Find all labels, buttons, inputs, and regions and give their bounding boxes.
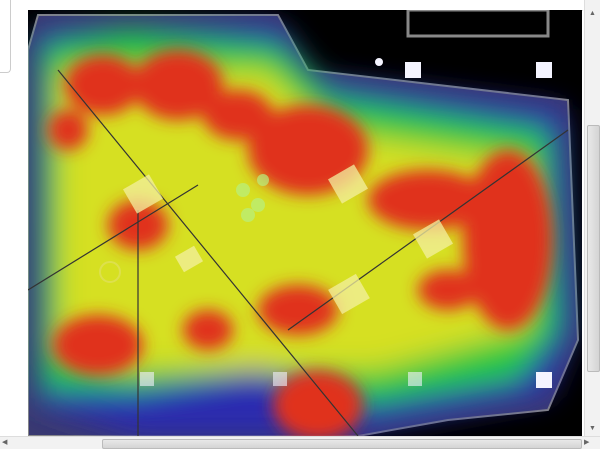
pillar bbox=[536, 62, 552, 78]
vertical-scroll-thumb[interactable] bbox=[587, 125, 600, 372]
heat-hotspot bbox=[53, 315, 143, 375]
scroll-up-icon[interactable]: ▲ bbox=[589, 10, 596, 17]
object bbox=[123, 174, 163, 214]
object bbox=[328, 164, 368, 204]
horizontal-scrollbar[interactable]: ◀ ▶ bbox=[0, 436, 600, 449]
object bbox=[413, 219, 453, 259]
object bbox=[328, 273, 370, 315]
heat-hotspot bbox=[203, 90, 273, 140]
marker bbox=[251, 198, 265, 212]
heat-hotspot bbox=[273, 370, 363, 436]
marker bbox=[99, 261, 121, 283]
heat-yellow-region bbox=[58, 70, 528, 370]
side-panel bbox=[0, 0, 11, 73]
heatmap-viewport[interactable] bbox=[28, 10, 582, 436]
pillar bbox=[536, 372, 552, 388]
heatmap-canvas bbox=[28, 10, 580, 436]
pillar bbox=[408, 372, 422, 386]
heat-hotspot bbox=[463, 150, 553, 330]
marker bbox=[257, 174, 269, 186]
pillar bbox=[273, 372, 287, 386]
wall-line bbox=[28, 184, 199, 291]
marker bbox=[236, 183, 250, 197]
heat-hotspot bbox=[368, 170, 488, 230]
heat-hotspot bbox=[248, 105, 368, 195]
heat-hotspot bbox=[183, 310, 233, 350]
vertical-scrollbar[interactable]: ▲ ▼ bbox=[584, 0, 600, 436]
marker bbox=[241, 208, 255, 222]
pillar bbox=[140, 372, 154, 386]
heat-hotspot bbox=[65, 55, 141, 115]
marker bbox=[375, 58, 383, 66]
wall-line bbox=[57, 69, 359, 436]
scroll-left-icon[interactable]: ◀ bbox=[2, 439, 8, 446]
scroll-down-icon[interactable]: ▼ bbox=[589, 425, 596, 432]
room-outline bbox=[406, 10, 550, 38]
heat-hotspot bbox=[48, 110, 88, 150]
pillar bbox=[405, 62, 421, 78]
heat-hotspot bbox=[418, 270, 478, 310]
heat-hotspot bbox=[133, 50, 223, 120]
object bbox=[174, 245, 204, 273]
scroll-right-icon[interactable]: ▶ bbox=[584, 439, 590, 446]
heat-hotspot bbox=[258, 285, 338, 335]
